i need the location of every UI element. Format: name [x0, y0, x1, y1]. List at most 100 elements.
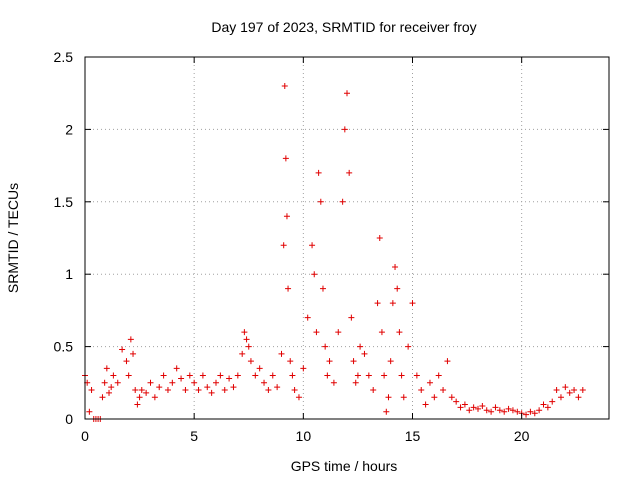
data-point: [418, 387, 425, 394]
data-point: [509, 407, 516, 414]
data-point: [169, 379, 176, 386]
data-point: [396, 329, 403, 336]
data-point: [531, 410, 538, 417]
data-point: [217, 372, 224, 379]
data-point: [313, 329, 320, 336]
data-point: [501, 408, 508, 415]
data-point: [514, 408, 521, 415]
data-point: [156, 384, 163, 391]
data-point: [281, 82, 288, 89]
y-tick-label: 0: [65, 411, 73, 427]
data-point: [182, 387, 189, 394]
data-point: [392, 263, 399, 270]
data-point: [241, 329, 248, 336]
data-point: [304, 314, 311, 321]
data-point: [221, 387, 228, 394]
data-point: [178, 375, 185, 382]
data-point: [199, 372, 206, 379]
data-point: [119, 346, 126, 353]
y-tick-label: 1.5: [54, 194, 74, 210]
data-point: [164, 387, 171, 394]
data-point: [400, 394, 407, 401]
data-point: [134, 401, 141, 408]
data-point: [566, 389, 573, 396]
data-point: [86, 408, 93, 415]
data-point: [549, 398, 556, 405]
data-point: [381, 372, 388, 379]
data-point: [448, 394, 455, 401]
data-point: [151, 394, 158, 401]
data-point: [440, 387, 447, 394]
data-point: [315, 169, 322, 176]
data-point: [195, 387, 202, 394]
data-point: [479, 402, 486, 409]
data-point: [230, 384, 237, 391]
data-point: [247, 358, 254, 365]
x-tick-label: 10: [296, 428, 312, 444]
x-tick-label: 15: [405, 428, 421, 444]
data-point: [280, 242, 287, 249]
data-point: [265, 387, 272, 394]
data-point: [147, 379, 154, 386]
data-point: [99, 394, 106, 401]
data-point: [553, 387, 560, 394]
data-point: [173, 365, 180, 372]
data-point: [492, 404, 499, 411]
data-point: [108, 384, 115, 391]
data-point: [536, 407, 543, 414]
data-point: [103, 365, 110, 372]
data-point: [252, 372, 259, 379]
data-point: [123, 358, 130, 365]
data-point: [575, 394, 582, 401]
data-point: [341, 126, 348, 133]
data-point: [130, 350, 137, 357]
data-point: [348, 314, 355, 321]
data-point: [488, 408, 495, 415]
data-point: [378, 329, 385, 336]
data-point: [127, 336, 134, 343]
data-point: [335, 329, 342, 336]
data-point: [291, 387, 298, 394]
data-point: [309, 242, 316, 249]
data-point: [326, 358, 333, 365]
data-point: [571, 387, 578, 394]
data-point: [496, 407, 503, 414]
data-point: [143, 389, 150, 396]
data-point: [106, 389, 113, 396]
data-point: [426, 379, 433, 386]
data-point: [483, 407, 490, 414]
data-point: [330, 379, 337, 386]
data-point: [245, 343, 252, 350]
data-point: [357, 343, 364, 350]
data-point: [324, 372, 331, 379]
data-point: [523, 411, 530, 418]
data-point: [453, 398, 460, 405]
chart-title: Day 197 of 2023, SRMTID for receiver fro…: [211, 19, 476, 35]
data-point: [350, 358, 357, 365]
data-point: [394, 285, 401, 292]
data-point: [213, 379, 219, 386]
y-tick-label: 1: [65, 266, 73, 282]
data-point: [88, 387, 95, 394]
data-point: [540, 401, 547, 408]
data-points: [82, 82, 586, 422]
data-point: [125, 372, 132, 379]
y-tick-label: 2: [65, 121, 73, 137]
data-point: [132, 387, 139, 394]
data-point: [285, 285, 292, 292]
data-point: [527, 408, 534, 415]
y-tick-label: 2.5: [54, 49, 74, 65]
data-point: [387, 358, 394, 365]
data-point: [398, 372, 405, 379]
data-point: [295, 394, 302, 401]
data-point: [457, 404, 464, 411]
data-point: [283, 213, 290, 220]
data-point: [101, 379, 108, 386]
data-point: [261, 379, 268, 386]
data-point: [435, 372, 442, 379]
y-axis-label: SRMTID / TECUs: [5, 183, 21, 293]
data-point: [269, 372, 276, 379]
data-point: [317, 198, 324, 205]
data-point: [282, 155, 289, 162]
data-point: [289, 372, 296, 379]
